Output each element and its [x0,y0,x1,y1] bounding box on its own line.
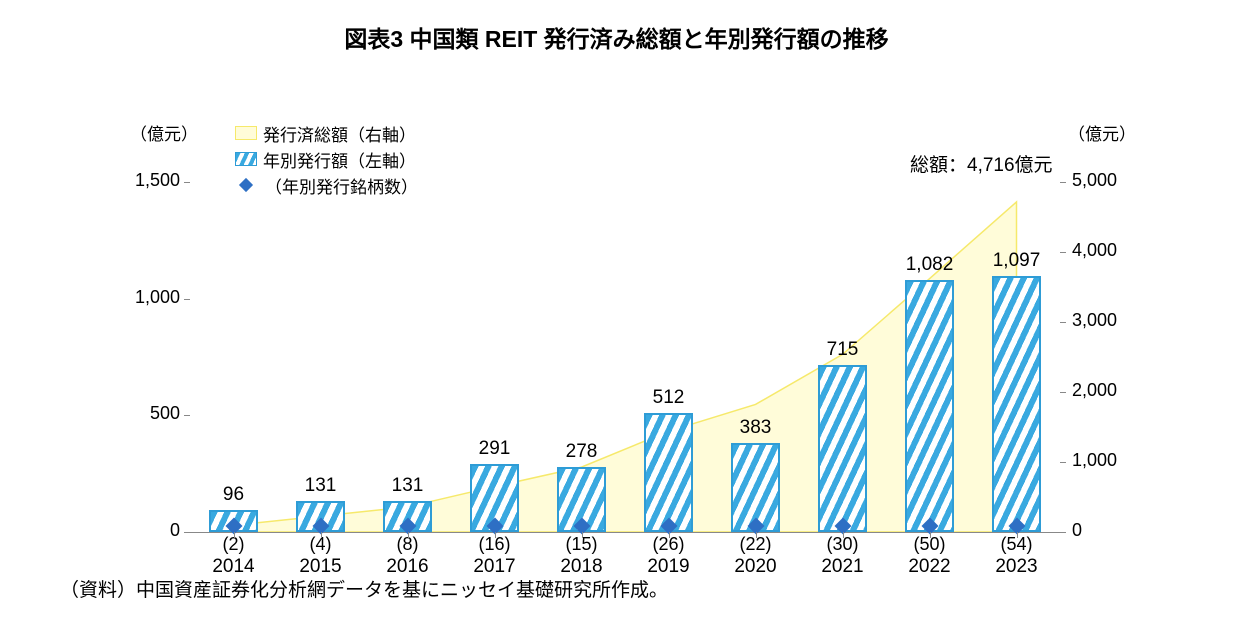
ytick-left: 500 [100,403,180,424]
tick [184,299,190,300]
ytick-left: 0 [100,520,180,541]
tick [408,532,409,538]
ytick-right: 2,000 [1072,380,1152,401]
tick [930,532,931,538]
ytick-left: 1,500 [100,170,180,191]
total-annotation: 総額：4,716億元 [910,150,1053,177]
plot-wrap: （億元） （億元） 総額：4,716億元 発行済総額（右軸） 年別発行額（左軸）… [20,62,1213,602]
tick [582,532,583,538]
tick [184,182,190,183]
left-axis-unit: （億元） [130,120,198,145]
tick [1060,462,1066,463]
bar [905,280,954,532]
tick [1017,532,1018,538]
tick [843,532,844,538]
legend-label: 年別発行額（左軸） [263,147,416,172]
bar-value-label: 291 [479,438,511,460]
ytick-right: 4,000 [1072,240,1152,261]
bar-value-label: 383 [740,417,772,439]
tick [1060,532,1066,533]
right-axis-unit: （億元） [1068,120,1136,145]
ytick-right: 1,000 [1072,450,1152,471]
ytick-right: 3,000 [1072,310,1152,331]
tick [184,415,190,416]
x-category: 2018 [560,556,602,578]
bar-value-label: 131 [305,475,337,497]
x-category: 2019 [647,556,689,578]
x-category: 2020 [734,556,776,578]
tick [1060,252,1066,253]
legend-swatch-area [235,126,257,140]
x-category: 2015 [299,556,341,578]
tick [1060,182,1066,183]
x-category: 2023 [995,556,1037,578]
legend-swatch-bar [235,152,257,166]
chart-title: 図表3 中国類 REIT 発行済み総額と年別発行額の推移 [20,20,1213,54]
bar [818,365,867,532]
tick [756,532,757,538]
tick [321,532,322,538]
tick [495,532,496,538]
bar [644,413,693,532]
x-category: 2021 [821,556,863,578]
ytick-left: 1,000 [100,287,180,308]
bar-value-label: 1,097 [993,250,1041,272]
legend-label: 発行済総額（右軸） [263,121,416,146]
tick [234,532,235,538]
bar-value-label: 131 [392,475,424,497]
x-category: 2014 [212,556,254,578]
bar [992,276,1041,532]
x-category: 2022 [908,556,950,578]
tick [1060,392,1066,393]
ytick-right: 5,000 [1072,170,1152,191]
bar-value-label: 715 [827,339,859,361]
legend-row-area: 発行済総額（右軸） [235,120,418,146]
x-category: 2017 [473,556,515,578]
legend-row-bar: 年別発行額（左軸） [235,146,418,172]
bar-value-label: 278 [566,441,598,463]
chart-container: 図表3 中国類 REIT 発行済み総額と年別発行額の推移 （億元） （億元） 総… [20,20,1213,624]
ytick-right: 0 [1072,520,1152,541]
tick [184,532,190,533]
x-category: 2016 [386,556,428,578]
bar-value-label: 96 [223,484,244,506]
bar-value-label: 512 [653,387,685,409]
bar-value-label: 1,082 [906,254,954,276]
tick [1060,322,1066,323]
footnote: （資料）中国資産証券化分析網データを基にニッセイ基礎研究所作成。 [60,575,668,602]
tick [669,532,670,538]
